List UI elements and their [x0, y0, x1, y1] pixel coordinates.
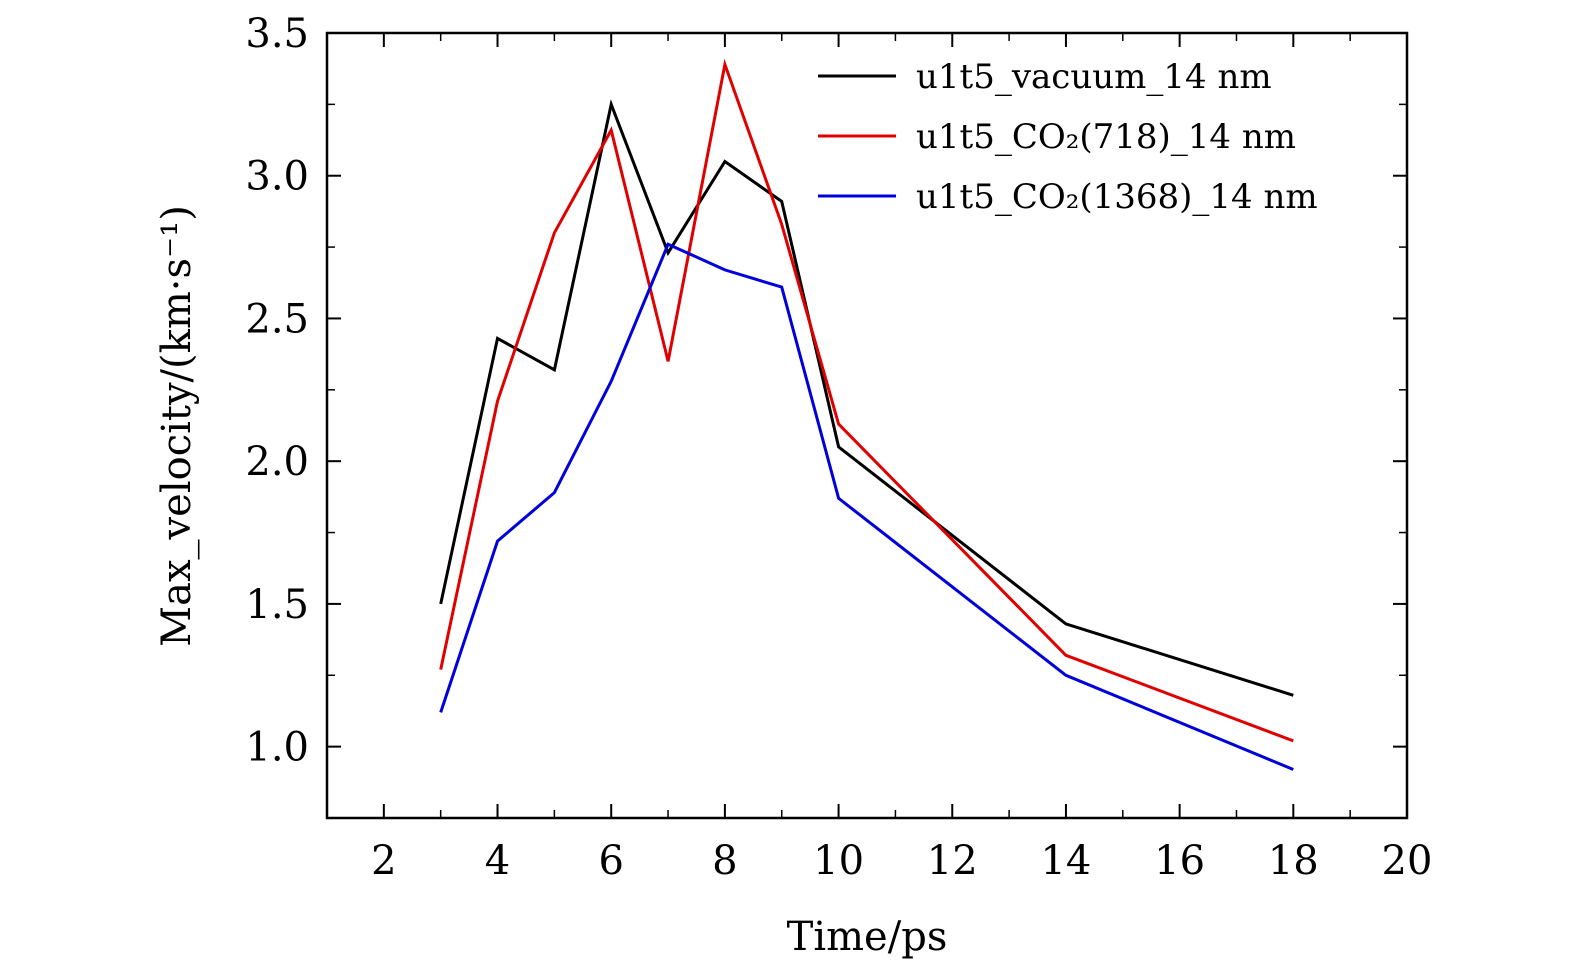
y-tick-label: 3.5 — [245, 11, 309, 57]
plot-frame — [325, 31, 1409, 820]
series-layer — [439, 58, 1294, 771]
x-tick-label: 14 — [1040, 838, 1091, 884]
legend: u1t5_vacuum_14 nm u1t5_CO₂(718)_14 nm u1t5… — [818, 57, 1318, 217]
y-tick-label: 3.0 — [245, 154, 309, 200]
series-line-2 — [439, 242, 1294, 771]
legend-label-0: u1t5_vacuum_14 nm — [916, 57, 1272, 97]
x-tick-label: 10 — [813, 838, 864, 884]
y-tick-label: 2.5 — [245, 296, 309, 342]
x-tick-label: 8 — [712, 838, 737, 884]
legend-label-2: u1t5_CO₂(1368)_14 nm — [916, 177, 1318, 217]
x-tick-label: 6 — [598, 838, 623, 884]
x-tick-label: 4 — [485, 838, 510, 884]
x-tick-label: 18 — [1268, 838, 1319, 884]
x-axis-title: Time/ps — [787, 914, 948, 960]
y-tick-label: 1.0 — [245, 725, 309, 771]
axis-ticks: 2 4 6 8 10 12 14 16 18 20 1.0 1.5 2.0 2.5 3.0 3.5 — [245, 11, 1432, 884]
y-axis-title: Max_velocity/(km·s⁻¹) — [154, 205, 200, 647]
x-tick-label: 20 — [1382, 838, 1433, 884]
series-line-1 — [439, 58, 1294, 743]
legend-label-1: u1t5_CO₂(718)_14 nm — [916, 117, 1296, 157]
y-tick-label: 1.5 — [245, 582, 309, 628]
x-tick-label: 16 — [1154, 838, 1205, 884]
y-tick-label: 2.0 — [245, 439, 309, 485]
x-tick-label: 12 — [927, 838, 978, 884]
x-tick-label: 2 — [371, 838, 396, 884]
